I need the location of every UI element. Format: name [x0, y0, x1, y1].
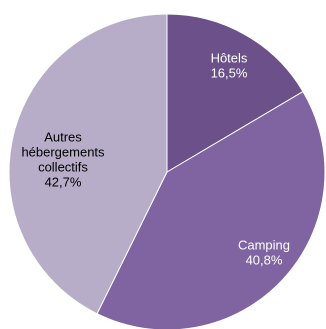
slice-label-line: collectifs — [38, 160, 88, 175]
slice-label-line: Camping — [238, 238, 290, 253]
pie-slice-0 — [166, 13, 304, 173]
pie-slice-2 — [8, 13, 168, 315]
slice-value-text: 16,5% — [211, 66, 248, 81]
pie-labels: Hôtels 16,5% Camping 40,8% Autres hébergement… — [21, 51, 290, 268]
pie-slices — [8, 13, 326, 329]
slice-value-text: 42,7% — [45, 175, 82, 190]
pie-slice-label-0: Hôtels 16,5% — [211, 51, 248, 81]
pie-slice-label-1: Camping 40,8% — [238, 238, 290, 268]
slice-label-line: Hôtels — [211, 51, 248, 66]
slice-label-line: hébergements — [21, 145, 105, 160]
slice-value-text: 40,8% — [246, 253, 283, 268]
slice-label-line: Autres — [44, 130, 82, 145]
pie-slice-label-2: Autres hébergements collectifs 42,7% — [21, 130, 105, 190]
